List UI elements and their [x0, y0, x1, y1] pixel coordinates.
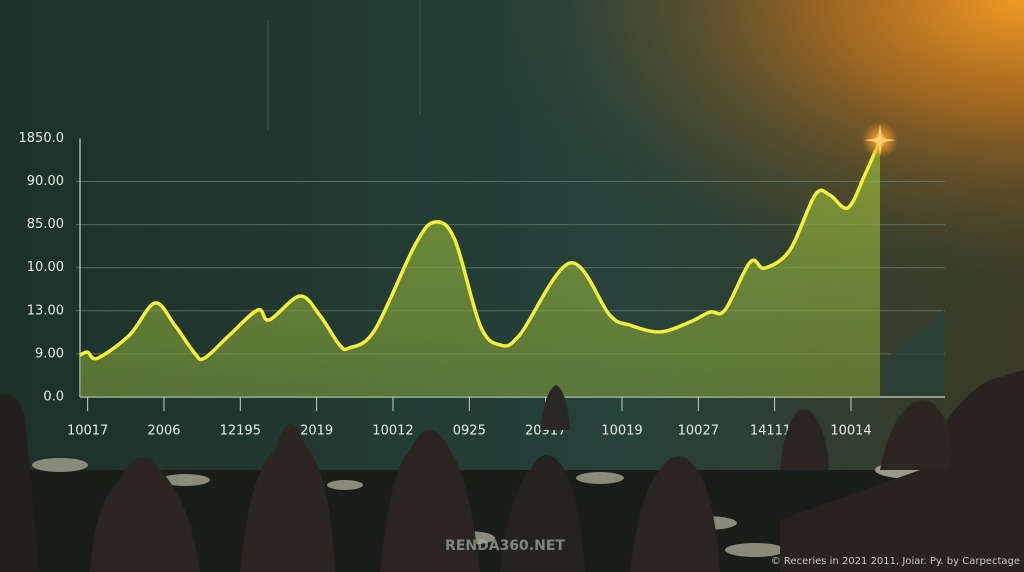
x-tick-label: 0925 — [453, 424, 486, 439]
x-tick-label: 10019 — [601, 424, 642, 439]
x-tick-label: 2019 — [300, 424, 333, 439]
x-tick-label: 10012 — [372, 424, 413, 439]
area — [80, 140, 880, 397]
x-tick-label: 10027 — [678, 424, 719, 439]
y-tick-label: 1850.0 — [19, 131, 65, 146]
x-tick-label: 10017 — [67, 424, 108, 439]
y-tick-label: 85.00 — [27, 217, 64, 232]
line — [79, 139, 882, 362]
watermark: RENDA360.NET — [445, 538, 565, 554]
x-tick-label: 10014 — [830, 424, 871, 439]
y-tick-label: 13.00 — [27, 303, 64, 318]
y-tick-label: 10.00 — [27, 260, 64, 275]
y-tick-label: 90.00 — [27, 174, 64, 189]
x-tick-label: 12195 — [220, 424, 261, 439]
y-tick-label: 9.00 — [35, 346, 64, 361]
x-tick-label: 2006 — [147, 424, 180, 439]
crowd-silhouettes — [0, 310, 1024, 572]
plot: 0.0 9.00 13.00 10.00 85.00 90.00 1850.0 10017 20… — [19, 122, 945, 439]
end-star — [864, 124, 896, 157]
footer-credit: © Receries in 2021 2011, Joiar. Py. by C… — [771, 556, 1020, 567]
y-tick-label: 0.0 — [43, 390, 64, 405]
